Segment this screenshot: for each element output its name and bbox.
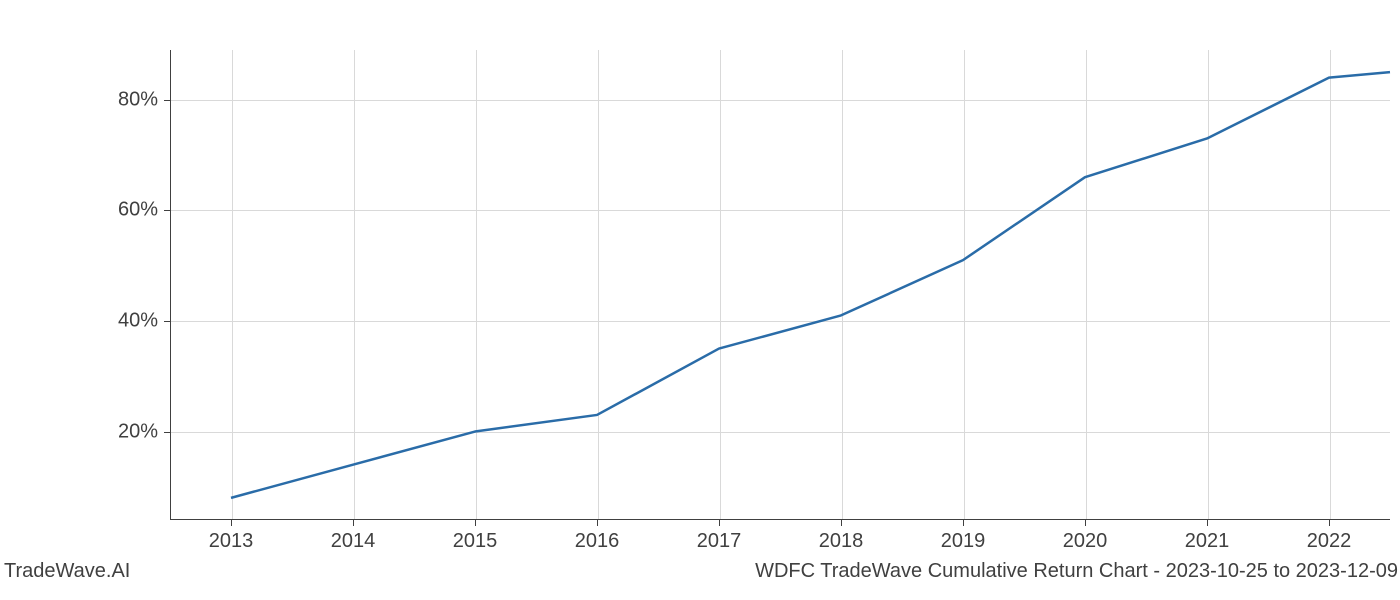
x-tick-label: 2014 [331, 530, 376, 553]
footer-right-caption: WDFC TradeWave Cumulative Return Chart -… [755, 560, 1398, 583]
y-tick-label: 20% [118, 420, 158, 443]
y-tick-mark [164, 321, 170, 322]
x-tick-mark [353, 520, 354, 526]
line-series [0, 0, 1400, 600]
y-tick-mark [164, 100, 170, 101]
x-tick-label: 2022 [1307, 530, 1352, 553]
x-tick-label: 2013 [209, 530, 254, 553]
return-line [231, 72, 1390, 498]
y-tick-label: 80% [118, 88, 158, 111]
x-tick-label: 2017 [697, 530, 742, 553]
x-tick-mark [963, 520, 964, 526]
x-tick-label: 2016 [575, 530, 620, 553]
y-tick-mark [164, 210, 170, 211]
x-tick-mark [1085, 520, 1086, 526]
y-tick-label: 40% [118, 309, 158, 332]
x-tick-mark [475, 520, 476, 526]
y-tick-label: 60% [118, 199, 158, 222]
x-tick-mark [719, 520, 720, 526]
y-tick-mark [164, 432, 170, 433]
x-tick-mark [841, 520, 842, 526]
x-tick-mark [1329, 520, 1330, 526]
x-tick-mark [1207, 520, 1208, 526]
x-tick-mark [231, 520, 232, 526]
cumulative-return-chart: TradeWave.AI WDFC TradeWave Cumulative R… [0, 0, 1400, 600]
footer-left-brand: TradeWave.AI [4, 560, 130, 583]
x-tick-label: 2018 [819, 530, 864, 553]
x-tick-label: 2015 [453, 530, 498, 553]
x-tick-label: 2021 [1185, 530, 1230, 553]
x-tick-label: 2019 [941, 530, 986, 553]
x-tick-label: 2020 [1063, 530, 1108, 553]
x-tick-mark [597, 520, 598, 526]
